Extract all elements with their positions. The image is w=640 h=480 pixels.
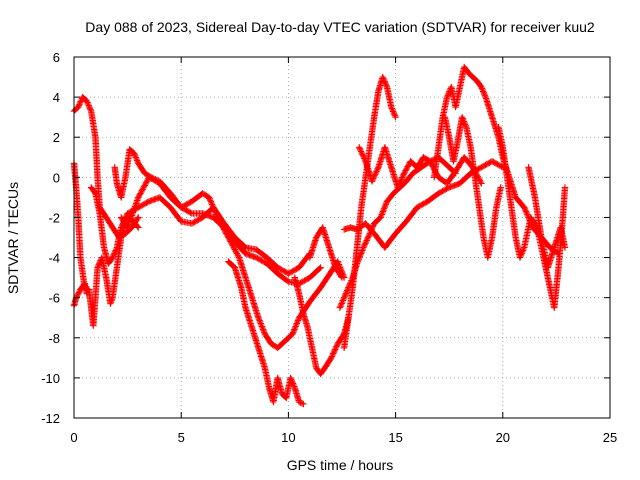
axis-ticks: 0 5 10 15 20 25 -12 -10 -8 -6 -4 -2 0 2 4 6 xyxy=(41,50,617,445)
data-points xyxy=(70,63,569,408)
series-arc-7 xyxy=(225,258,307,408)
data-point-markers xyxy=(118,174,348,351)
series-arc-17 xyxy=(525,164,569,271)
series-arc-9 xyxy=(306,224,346,281)
y-tick-label: 2 xyxy=(53,130,60,145)
x-tick-label: 0 xyxy=(70,430,77,445)
x-axis-label: GPS time / hours xyxy=(287,457,394,473)
y-tick-label: -4 xyxy=(48,251,60,266)
series-arc-14 xyxy=(431,63,562,257)
y-tick-label: -2 xyxy=(48,210,60,225)
y-tick-label: 6 xyxy=(53,50,60,65)
series-arc-6 xyxy=(118,174,348,351)
data-point-markers xyxy=(225,258,307,408)
series-arc-15 xyxy=(441,114,504,261)
x-tick-label: 10 xyxy=(281,430,295,445)
series-arc-12 xyxy=(340,73,399,351)
y-tick-label: -8 xyxy=(48,331,60,346)
plot-frame xyxy=(73,56,611,419)
data-point-markers xyxy=(356,144,485,191)
y-tick-label: 4 xyxy=(53,90,60,105)
data-point-markers xyxy=(340,73,399,351)
y-axis-label: SDTVAR / TECUs xyxy=(5,182,21,294)
data-point-markers xyxy=(431,63,562,257)
data-point-markers xyxy=(525,164,569,271)
y-tick-label: -6 xyxy=(48,291,60,306)
x-tick-label: 15 xyxy=(388,430,402,445)
series-arc-11 xyxy=(340,158,506,251)
y-tick-label: 0 xyxy=(53,170,60,185)
x-tick-label: 25 xyxy=(603,430,617,445)
y-tick-label: -12 xyxy=(41,411,60,426)
y-tick-label: -10 xyxy=(41,371,60,386)
data-point-markers xyxy=(306,224,346,281)
x-tick-label: 5 xyxy=(178,430,185,445)
chart-title: Day 088 of 2023, Sidereal Day-to-day VTE… xyxy=(85,19,595,35)
x-tick-label: 20 xyxy=(496,430,510,445)
series-arc-13 xyxy=(356,144,485,191)
data-point-markers xyxy=(441,114,504,261)
data-point-markers xyxy=(340,158,506,251)
